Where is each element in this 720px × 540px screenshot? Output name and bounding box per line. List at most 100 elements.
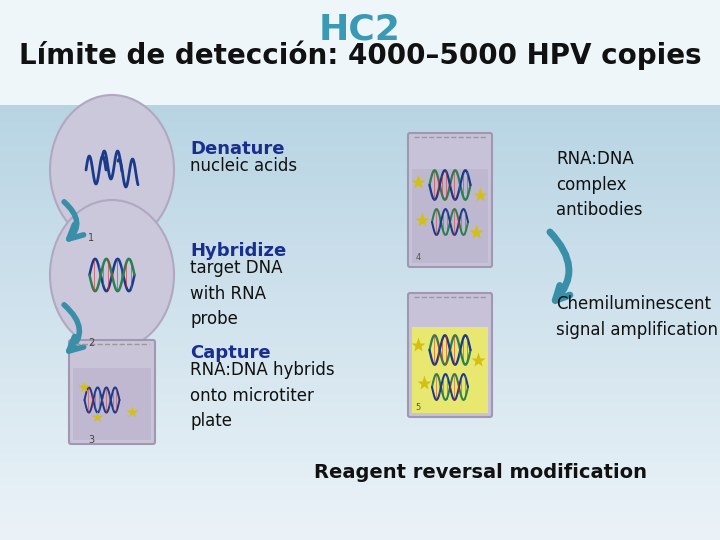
Bar	[0, 188, 720, 192]
Bar	[0, 366, 720, 370]
Bar	[0, 191, 720, 194]
Bar	[0, 466, 720, 470]
Bar	[0, 331, 720, 335]
Bar	[0, 91, 720, 94]
Bar	[0, 29, 720, 32]
Bar	[0, 423, 720, 427]
Bar	[0, 531, 720, 535]
Text: Límite de detección: 4000–5000 HPV copies: Límite de detección: 4000–5000 HPV copie…	[19, 40, 701, 70]
Bar	[0, 363, 720, 367]
Bar	[0, 431, 720, 435]
Bar	[0, 53, 720, 57]
Bar	[0, 436, 720, 440]
Bar	[0, 215, 720, 219]
Text: Reagent reversal modification: Reagent reversal modification	[313, 462, 647, 482]
Bar	[0, 247, 720, 251]
Bar	[0, 145, 720, 148]
Bar	[0, 23, 720, 27]
Bar	[0, 477, 720, 481]
Bar	[0, 415, 720, 419]
Bar	[0, 488, 720, 491]
Bar	[0, 482, 720, 486]
Bar	[0, 172, 720, 176]
Bar	[0, 377, 720, 381]
Bar	[0, 307, 720, 310]
FancyArrowPatch shape	[64, 305, 84, 351]
Text: nucleic acids: nucleic acids	[190, 157, 297, 175]
Bar	[0, 264, 720, 267]
Text: HC2: HC2	[319, 12, 401, 46]
Bar	[0, 45, 720, 49]
Text: Chemiluminescent
signal amplification: Chemiluminescent signal amplification	[556, 295, 718, 339]
Text: Hybridize: Hybridize	[190, 242, 287, 260]
Bar	[0, 336, 720, 340]
Bar	[0, 496, 720, 500]
Bar	[0, 428, 720, 432]
Bar	[0, 528, 720, 532]
Bar	[0, 342, 720, 346]
Bar	[0, 61, 720, 65]
Bar	[0, 231, 720, 235]
Bar	[0, 134, 720, 138]
Bar	[0, 420, 720, 424]
FancyBboxPatch shape	[408, 293, 492, 417]
Bar	[0, 104, 720, 108]
Bar	[0, 85, 720, 89]
Bar	[0, 525, 720, 529]
Bar	[0, 64, 720, 68]
Bar	[0, 10, 720, 14]
Bar	[0, 110, 720, 113]
Bar	[0, 507, 720, 510]
Bar	[0, 512, 720, 516]
Bar	[0, 120, 720, 124]
FancyBboxPatch shape	[408, 133, 492, 267]
Bar	[0, 242, 720, 246]
Bar	[0, 299, 720, 302]
Bar	[0, 274, 720, 278]
Bar	[0, 304, 720, 308]
Bar	[0, 201, 720, 205]
Bar	[0, 463, 720, 467]
Bar	[0, 480, 720, 483]
Bar	[0, 361, 720, 365]
Bar	[0, 320, 720, 324]
Bar	[0, 369, 720, 373]
Bar	[0, 129, 720, 132]
Bar	[0, 412, 720, 416]
Bar	[0, 169, 720, 173]
Bar	[0, 107, 720, 111]
Bar	[0, 80, 720, 84]
Bar	[0, 139, 720, 143]
Bar	[0, 534, 720, 537]
Bar	[0, 42, 720, 46]
Bar	[0, 334, 720, 338]
Bar	[0, 161, 720, 165]
Bar	[0, 358, 720, 362]
Text: RNA:DNA
complex
antibodies: RNA:DNA complex antibodies	[556, 150, 642, 219]
Bar	[0, 37, 720, 40]
Bar	[0, 234, 720, 238]
Bar	[0, 245, 720, 248]
Bar	[0, 282, 720, 286]
Bar	[0, 223, 720, 227]
Bar	[0, 469, 720, 472]
Bar	[0, 345, 720, 348]
Bar	[0, 388, 720, 392]
Bar	[0, 396, 720, 400]
Bar	[0, 177, 720, 181]
Text: 1: 1	[88, 233, 94, 243]
Bar	[0, 96, 720, 100]
Bar	[0, 253, 720, 256]
Bar	[0, 444, 720, 448]
Bar	[0, 272, 720, 275]
Bar	[0, 39, 720, 43]
Bar	[0, 315, 720, 319]
Bar	[0, 439, 720, 443]
Bar	[0, 455, 720, 459]
Text: 4: 4	[415, 253, 420, 261]
Bar	[0, 196, 720, 200]
Bar	[0, 258, 720, 262]
Bar	[0, 158, 720, 162]
Bar	[0, 31, 720, 35]
Bar	[0, 34, 720, 38]
